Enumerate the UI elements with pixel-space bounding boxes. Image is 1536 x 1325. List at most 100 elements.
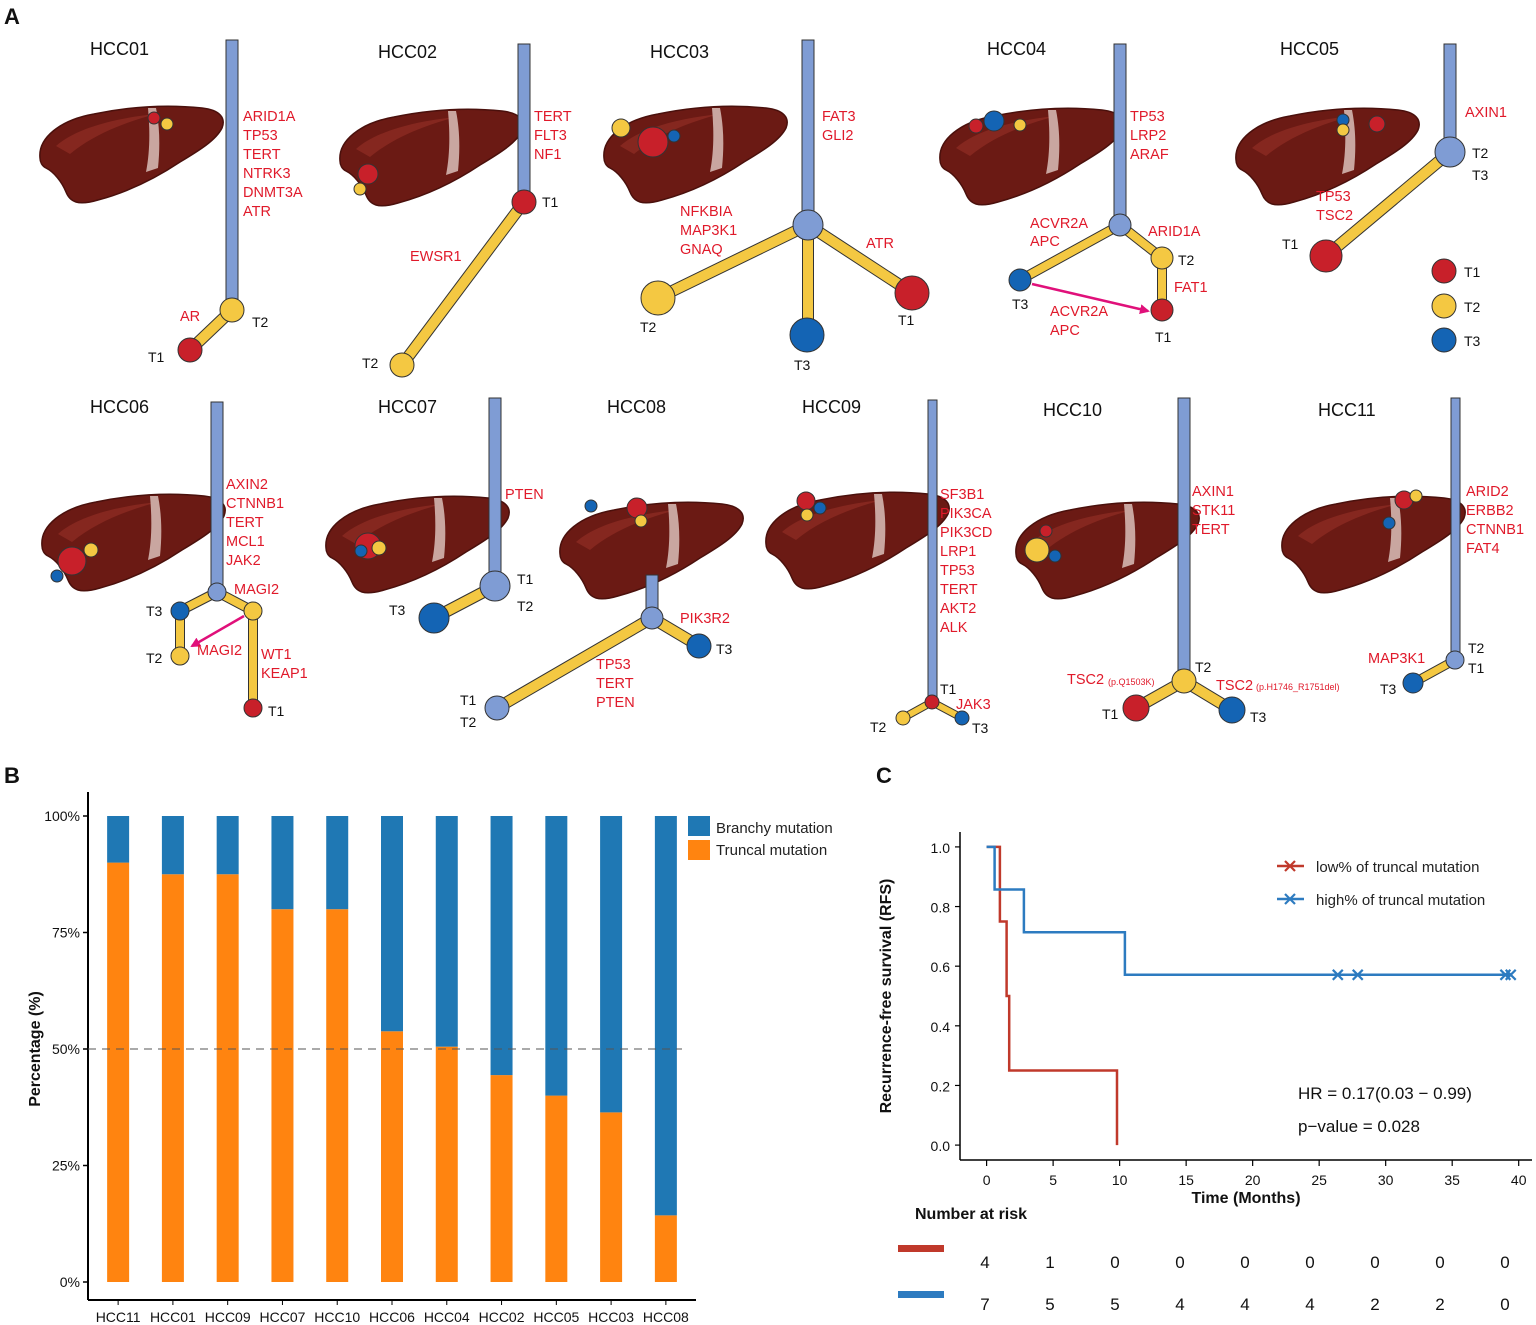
tumor-label: T3 [794, 357, 811, 373]
tumor-t2-icon [1336, 123, 1350, 137]
tumor-label: T2 [1195, 659, 1212, 675]
tree-hcc08: HCC08 PIK3R2 TP53 TERT PTEN T3 T1 T2 [460, 397, 744, 730]
risk-table-title: Number at risk [915, 1206, 1027, 1223]
legend-label: T3 [1464, 333, 1481, 349]
y-tick-label: 100% [44, 808, 80, 824]
gene-label: GLI2 [822, 128, 853, 144]
bar-truncal [107, 862, 130, 1282]
gene-label: GNAQ [680, 242, 723, 258]
y-tick-label: 0.8 [931, 900, 951, 916]
tree-hcc11: HCC11 ARID2 ERBB2 CTNNB1 FAT4 MAP3K1 T2 … [1281, 397, 1524, 697]
tumor-t1-icon [357, 163, 379, 185]
risk-count-low: 0 [1175, 1253, 1184, 1272]
risk-count-high: 4 [1175, 1295, 1184, 1314]
legend-censor-icon [1284, 893, 1296, 905]
tumor-label: T3 [1472, 167, 1489, 183]
trunk-bar [1113, 43, 1127, 225]
censor-mark [1332, 969, 1344, 981]
tumor-label: T2 [362, 355, 379, 371]
gene-label: TP53 [940, 563, 975, 579]
liver-icon [339, 108, 524, 207]
gene-label: TERT [534, 109, 572, 125]
gene-label: ALK [940, 620, 968, 636]
gene-label: SF3B1 [940, 487, 984, 503]
tree-title: HCC01 [90, 39, 149, 59]
trunk-bar [225, 39, 239, 311]
km-curve-high [986, 845, 1512, 977]
y-tick-label: 0.0 [931, 1138, 951, 1154]
tumor-t3-icon [983, 110, 1005, 132]
stacked-bar-chart: 0% 25% 50% 75% 100% Percentage (%) HCC11 HCC01 H… [27, 792, 833, 1325]
legend-swatch-truncal [688, 840, 710, 860]
gene-label: MAGI2 [234, 582, 279, 598]
gene-label: PIK3CD [940, 525, 992, 541]
censor-mark [1351, 969, 1364, 981]
y-tick-label: 50% [52, 1041, 80, 1057]
node-t3 [418, 602, 450, 634]
tumor-label: T1 [517, 571, 534, 587]
x-tick-label: HCC06 [369, 1309, 415, 1325]
branch-line [1016, 221, 1124, 284]
gene-label: FAT4 [1466, 541, 1500, 557]
panel-c-letter: C [876, 763, 892, 788]
x-tick-label: HCC02 [479, 1309, 525, 1325]
x-tick-label: HCC05 [533, 1309, 579, 1325]
risk-count-high: 2 [1370, 1295, 1379, 1314]
risk-count-high: 5 [1045, 1295, 1054, 1314]
node-t1 [924, 694, 940, 710]
tumor-label: T1 [148, 349, 165, 365]
gene-label: TERT [1192, 522, 1230, 538]
branch-line [1321, 147, 1455, 261]
y-tick-label: 0.4 [931, 1019, 951, 1035]
x-tick-label: HCC04 [424, 1309, 470, 1325]
legend-label: Branchy mutation [716, 820, 833, 837]
risk-count-low: 0 [1370, 1253, 1379, 1272]
legend-label: low% of truncal mutation [1316, 859, 1479, 876]
gene-label: ATR [243, 204, 271, 220]
legend-swatch-branchy [688, 816, 710, 836]
tree-hcc06: HCC06 AXIN2 CTNNB1 TERT MCL1 JAK2 MAGI2 … [41, 397, 308, 719]
bar-truncal [600, 1112, 623, 1282]
node-t2 [640, 280, 676, 316]
node-t2 [1150, 246, 1174, 270]
legend-t3-icon [1431, 327, 1457, 353]
y-tick-label: 0.2 [931, 1078, 951, 1094]
x-tick-label: HCC11 [96, 1309, 141, 1325]
tumor-label: T1 [1468, 660, 1485, 676]
censor-mark [1504, 969, 1517, 981]
x-tick-label: 30 [1378, 1172, 1394, 1188]
tumor-label: T2 [517, 598, 534, 614]
tumor-label: T2 [870, 719, 887, 735]
tumor-label: T3 [1012, 296, 1029, 312]
gene-label: PTEN [596, 695, 635, 711]
node-t1 [894, 275, 930, 311]
node-t3 [1218, 696, 1246, 724]
tumor-t1-icon [796, 491, 816, 511]
tumor-t2-icon [371, 540, 387, 556]
x-tick-label: 25 [1311, 1172, 1327, 1188]
node-t2 [1171, 668, 1197, 694]
gene-label: EWSR1 [410, 249, 462, 265]
bar-branchy [490, 816, 513, 1076]
tree-title: HCC06 [90, 397, 149, 417]
gene-label: ERBB2 [1466, 503, 1514, 519]
bar-branchy [326, 816, 349, 910]
risk-count-high: 2 [1435, 1295, 1444, 1314]
trunk-bar [1443, 43, 1457, 153]
x-tick-label: HCC08 [643, 1309, 689, 1325]
bar-branchy [271, 816, 294, 910]
tumor-t1-icon [147, 111, 161, 125]
y-tick-label: 0.6 [931, 959, 951, 975]
gene-label: DNMT3A [243, 185, 303, 201]
risk-count-low: 0 [1500, 1253, 1509, 1272]
gene-label-subscript: (p.Q1503K) [1108, 677, 1155, 687]
gene-label: NF1 [534, 147, 561, 163]
gene-label: FAT3 [822, 109, 856, 125]
gene-label: CTNNB1 [1466, 522, 1524, 538]
bar-branchy [435, 816, 458, 1047]
tumor-label: T2 [252, 314, 269, 330]
tree-hcc01: HCC01 ARID1A TP53 TERT NTRK3 DNMT3A ATR … [39, 39, 303, 365]
y-tick-label: 1.0 [931, 840, 951, 856]
bar-truncal [490, 1075, 513, 1282]
tree-title: HCC03 [650, 42, 709, 62]
